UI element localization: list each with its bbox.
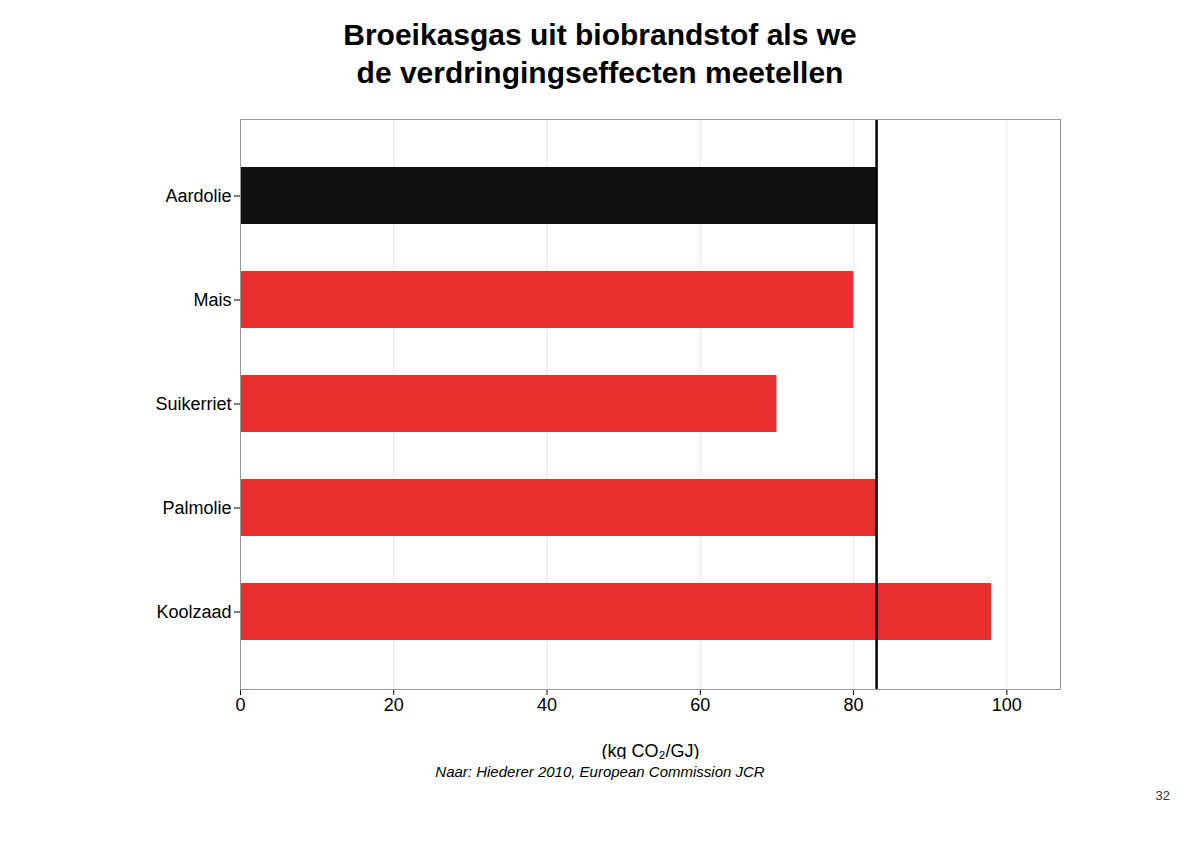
html-text:Broeikasgas uit biobrandstof a: Broeikasgas uit biobrandstof als we de v… <box>343 18 857 89</box>
svg-text:Aardolie: Aardolie <box>165 186 231 206</box>
svg-text:20: 20 <box>384 695 404 715</box>
svg-text:80: 80 <box>844 695 864 715</box>
svg-text:0: 0 <box>235 695 245 715</box>
svg-text:Koolzaad: Koolzaad <box>156 602 231 622</box>
html-text:32: 32 <box>1155 788 1170 803</box>
svg-text:60: 60 <box>690 695 710 715</box>
svg-text:(kg CO₂/GJ): (kg CO₂/GJ) <box>602 741 700 760</box>
svg-text:100: 100 <box>992 695 1022 715</box>
svg-text:Mais: Mais <box>193 290 231 310</box>
svg-text:Suikerriet: Suikerriet <box>155 394 231 414</box>
html-text:Naar: Hiederer 2010, European: Naar: Hiederer 2010, European Commission… <box>435 763 765 780</box>
svg-text:40: 40 <box>537 695 557 715</box>
svg-text:Palmolie: Palmolie <box>162 498 231 518</box>
